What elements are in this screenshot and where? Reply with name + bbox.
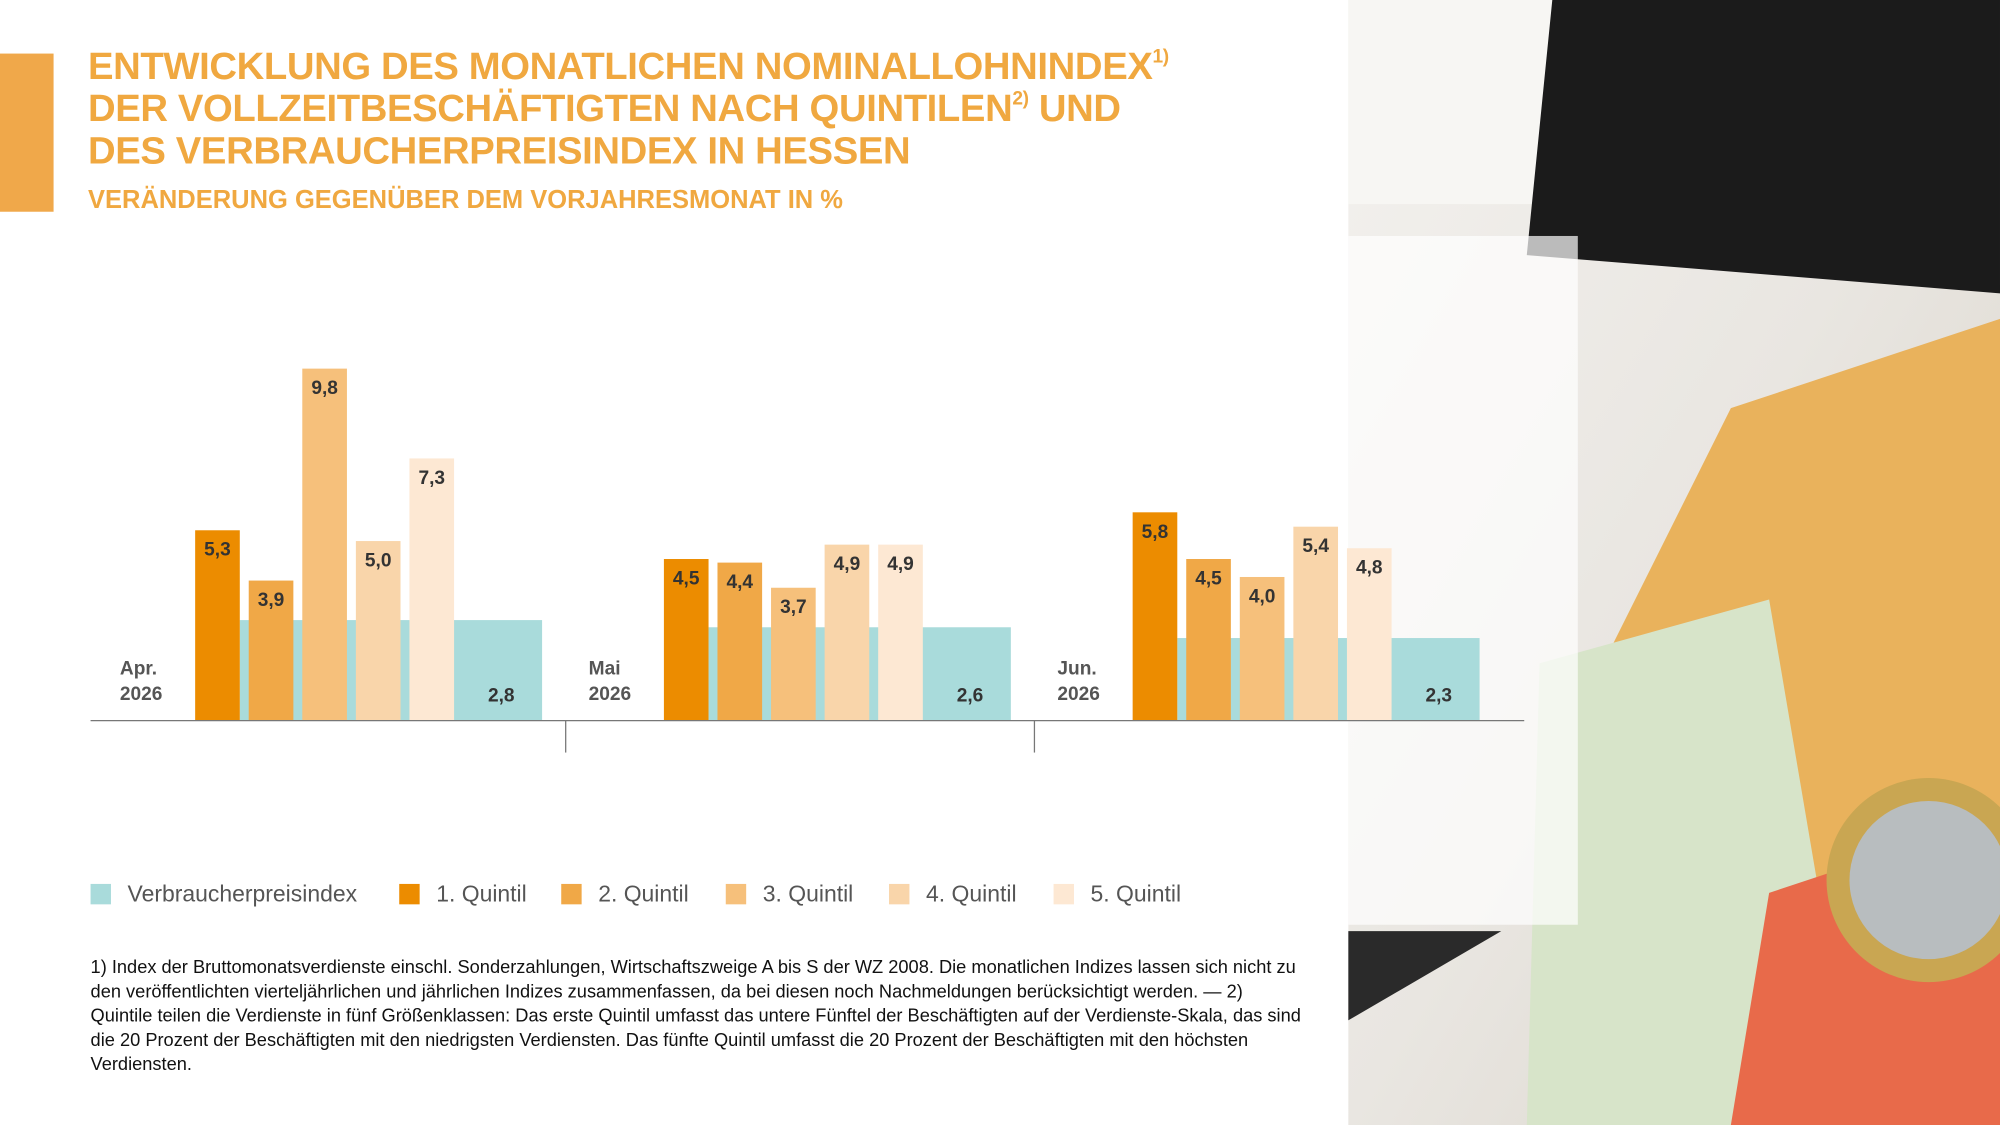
footnote: 1) Index der Bruttomonatsverdienste eins… [90,957,1301,1076]
bar [771,587,816,721]
bar [355,541,401,721]
bar [195,530,240,721]
background-photo [1348,0,2000,1125]
value-label: 5,3 [204,540,231,561]
value-label: 5,4 [1302,536,1329,557]
value-label: 4,9 [834,554,861,575]
value-label: 2,6 [957,685,984,706]
legend-swatch [399,883,420,905]
bar [717,562,763,721]
x-tick-label: Apr. [120,659,157,680]
bar [302,368,347,721]
value-label: 5,8 [1142,522,1169,543]
value-label: 3,7 [780,597,807,618]
value-label: 2,3 [1425,685,1452,706]
accent-bar [0,53,54,212]
legend-label: 5. Quintil [1091,880,1182,906]
chart: 2,8 5,3 3,9 9,8 5,0 7,3 Apr. 2026 2,6 4,5 4,4 3,7 4,… [90,368,1525,906]
bar [878,544,923,721]
value-label: 4,0 [1249,586,1276,607]
value-label: 4,5 [1195,568,1222,589]
chart-subtitle: VERÄNDERUNG GEGENÜBER DEM VORJAHRESMONAT… [88,186,843,215]
x-tick-label: 2026 [589,684,632,705]
bar [824,544,870,721]
bar [1186,559,1231,721]
title-line: ENTWICKLUNG DES MONATLICHEN NOMINALLOHNI… [88,45,1153,89]
x-tick-label: 2026 [1057,684,1100,705]
legend-swatch [561,883,582,905]
legend-label: 4. Quintil [926,880,1017,906]
value-label: 4,8 [1356,558,1383,579]
x-tick-label: Jun. [1057,659,1096,680]
bar [663,559,709,721]
bar [409,458,455,721]
value-label: 4,4 [726,572,753,593]
value-label: 9,8 [311,378,338,399]
legend-label: 2. Quintil [598,880,689,906]
legend-label: 1. Quintil [436,880,527,906]
legend-label: Verbraucherpreisindex [128,880,358,906]
legend-swatch [90,883,111,905]
value-label: 4,9 [887,554,914,575]
footnote-mark: 1) [1152,45,1169,68]
bar [248,580,294,721]
bar [1132,512,1178,721]
title-line: DER VOLLZEITBESCHÄFTIGTEN NACH QUINTILEN [88,88,1013,131]
bar [1346,548,1392,721]
value-label: 2,8 [488,685,515,706]
legend-swatch [889,883,910,905]
title-line: DES VERBRAUCHERPREISINDEX IN HESSEN [88,130,911,173]
bar [1239,576,1285,721]
x-tick-label: 2026 [120,684,163,705]
chart-title: ENTWICKLUNG DES MONATLICHEN NOMINALLOHNI… [88,46,1169,172]
legend-swatch [725,883,747,905]
x-tick-label: Mai [589,659,621,680]
value-label: 5,0 [365,551,392,572]
value-label: 4,5 [673,568,700,589]
bar [1293,526,1339,721]
legend-label: 3. Quintil [763,880,854,906]
legend-swatch [1053,883,1074,905]
title-line: UND [1038,88,1121,131]
value-label: 3,9 [258,590,285,611]
footnote-mark: 2) [1012,88,1029,110]
value-label: 7,3 [418,468,445,489]
